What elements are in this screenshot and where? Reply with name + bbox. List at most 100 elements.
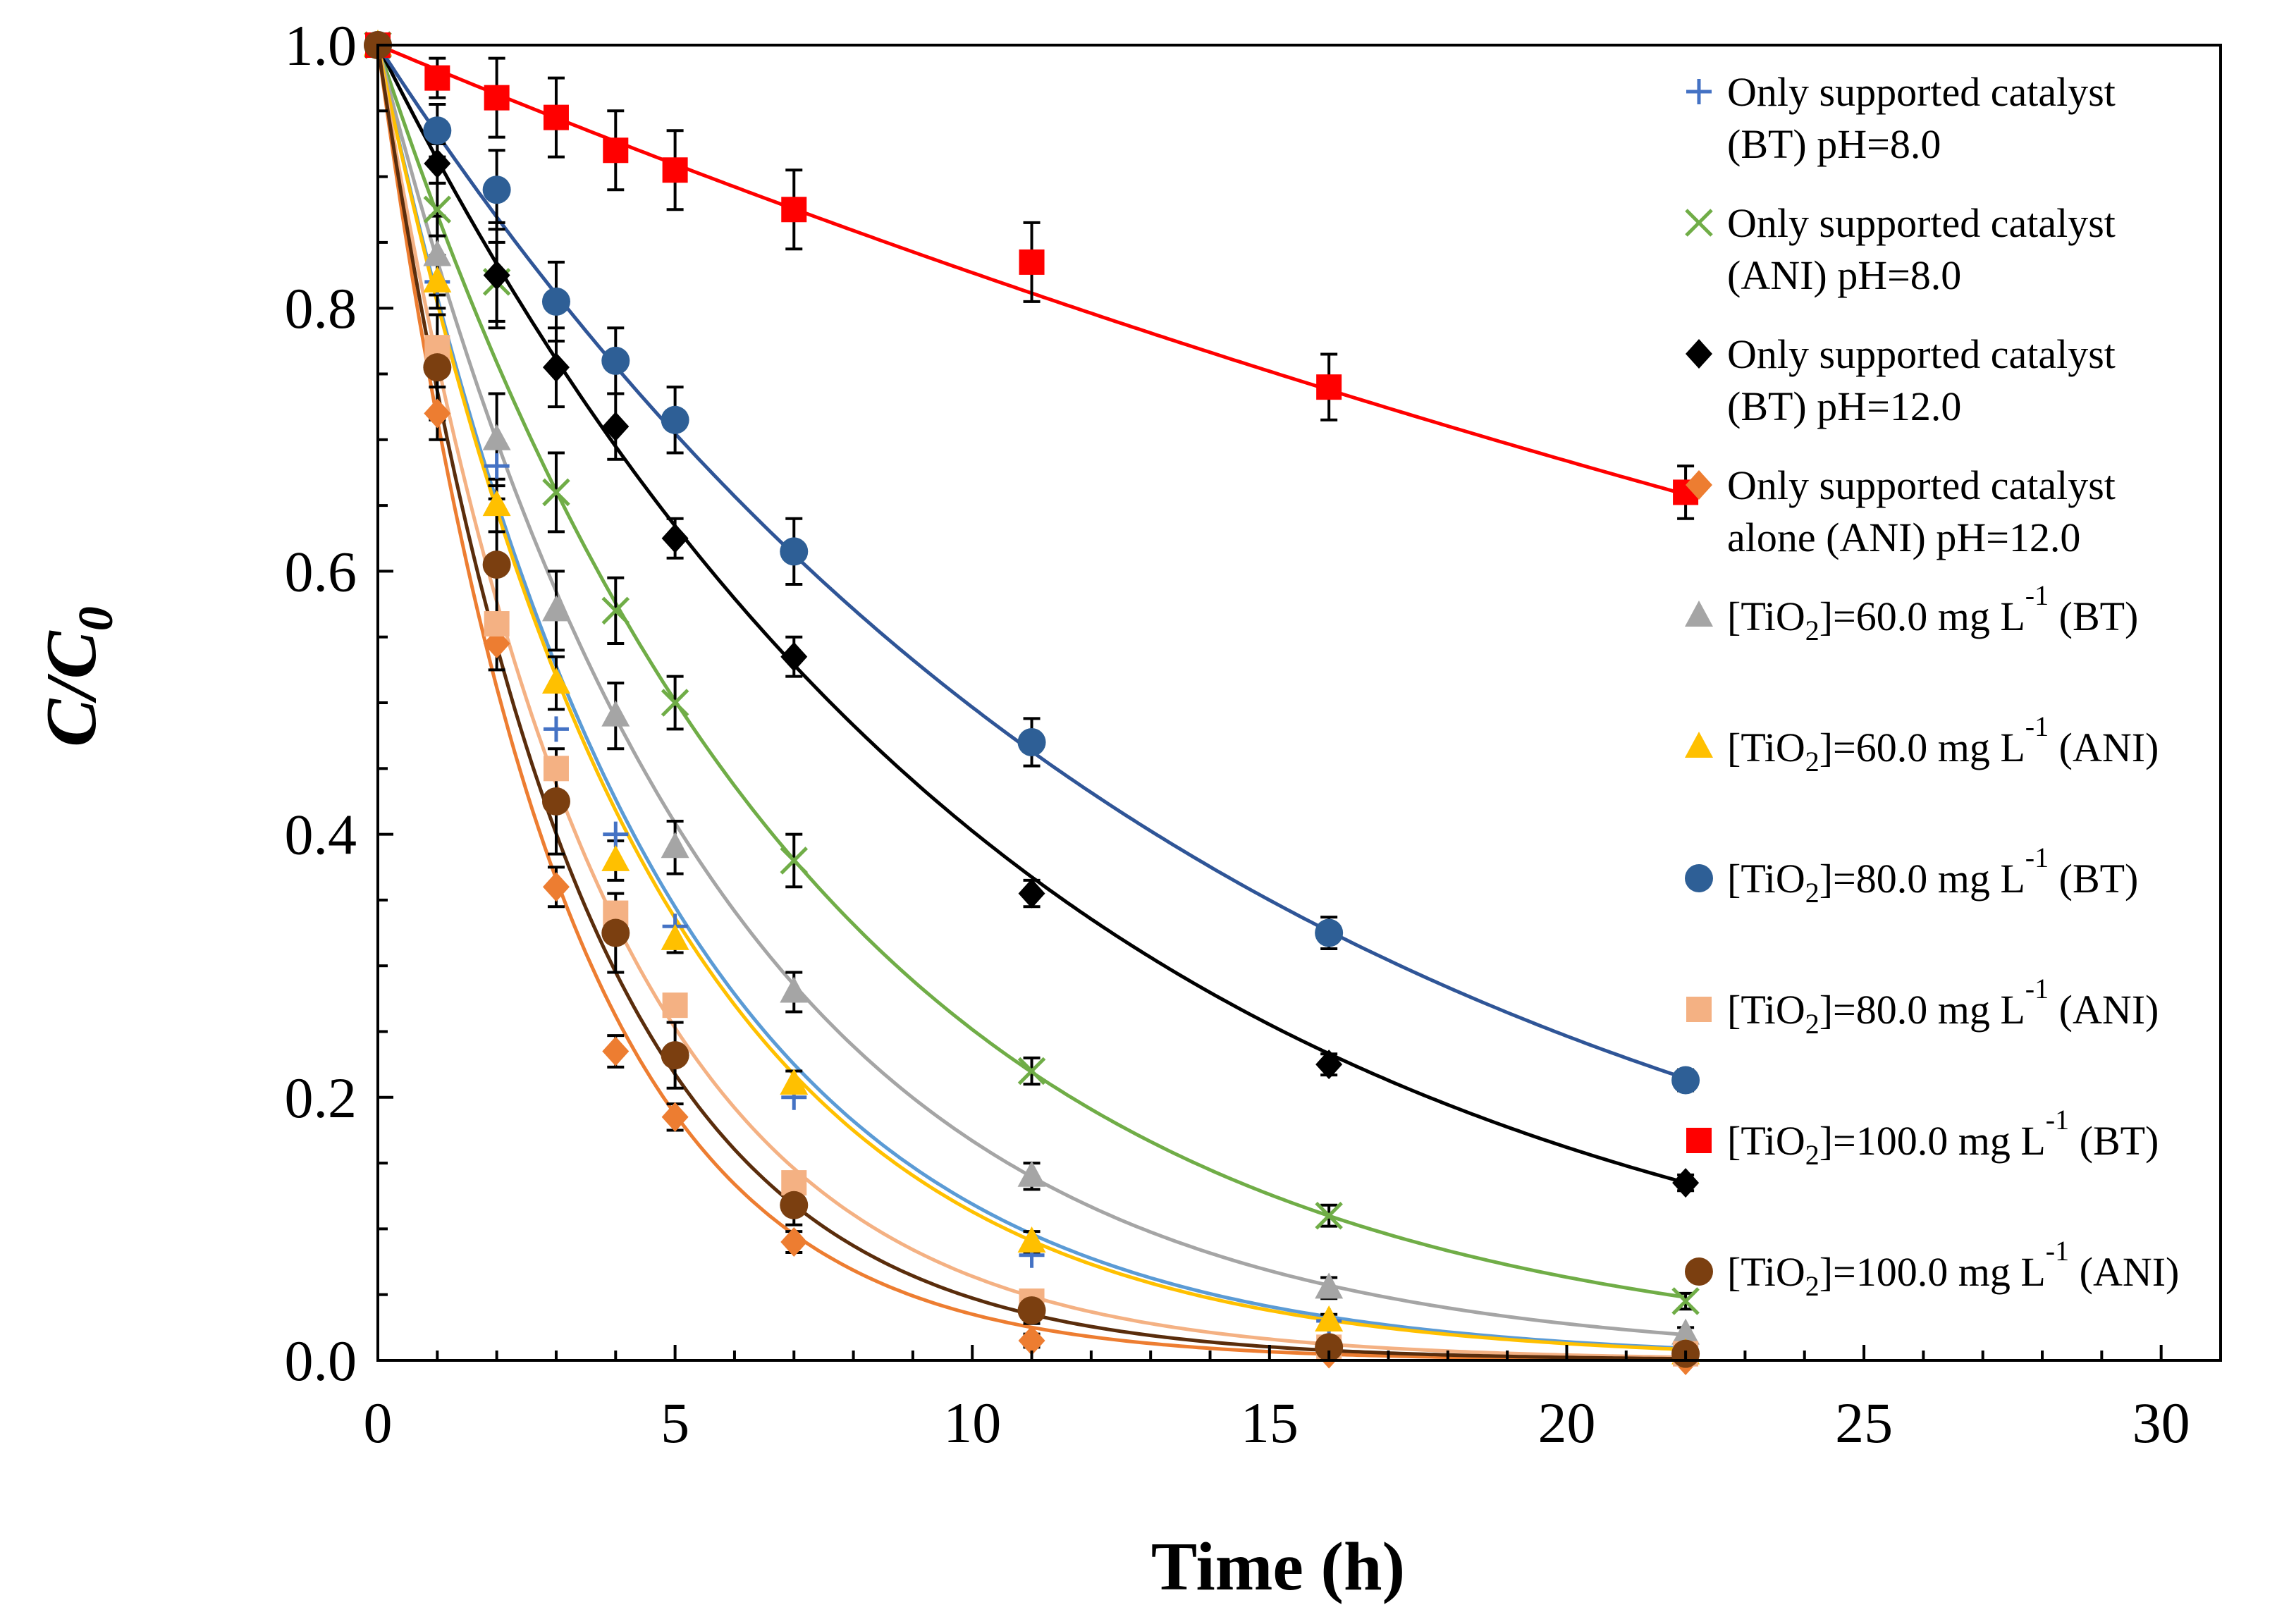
legend-entry: Only supported catalyst alone (ANI) pH=12… — [1686, 462, 2116, 560]
data-point — [424, 148, 451, 178]
data-point — [780, 537, 809, 566]
data-point — [424, 398, 451, 429]
legend-label: Only supported catalyst — [1727, 331, 2116, 377]
data-point — [484, 453, 510, 479]
legend-label-part: [TiO — [1727, 593, 1805, 639]
data-point — [1315, 1201, 1343, 1230]
data-point — [423, 116, 452, 145]
data-point — [423, 266, 452, 293]
data-point — [482, 550, 511, 579]
y-tick-label: 1.0 — [285, 13, 357, 78]
legend-marker-diamond — [1686, 339, 1712, 369]
legend-label-part: (ANI) — [2049, 725, 2159, 770]
y-axis-title: C/C0 — [32, 606, 123, 746]
legend-marker-square — [1686, 997, 1712, 1022]
legend-entry: Only supported catalyst (ANI) pH=8.0 — [1685, 200, 2116, 298]
legend-marker-x — [1685, 209, 1713, 237]
legend-label-part: ]=60.0 mg L — [1819, 593, 2025, 639]
y-tick-label: 0.4 — [285, 803, 357, 867]
legend-label-part: -1 — [2046, 1104, 2069, 1136]
data-point — [1018, 1326, 1045, 1356]
legend-entry: Only supported catalyst (BT) pH=12.0 — [1686, 331, 2116, 429]
legend-label-part: -1 — [2025, 579, 2049, 611]
data-point — [1672, 1168, 1700, 1198]
data-point — [1315, 1050, 1343, 1080]
data-point — [661, 832, 689, 859]
legend-label-part: ]=60.0 mg L — [1819, 725, 2025, 770]
data-point — [780, 847, 809, 875]
legend-label-part: ]=100.0 mg L — [1819, 1118, 2046, 1164]
data-point — [780, 641, 808, 672]
x-tick-label: 10 — [943, 1391, 1001, 1455]
legend-label: (BT) pH=8.0 — [1727, 121, 1941, 167]
legend-label: [TiO2]=100.0 mg L-1 (ANI) — [1727, 1235, 2179, 1302]
data-point — [661, 1041, 689, 1070]
data-point — [662, 992, 688, 1019]
data-point — [603, 821, 629, 847]
legend-label-part: 2 — [1805, 746, 1819, 777]
y-axis-title-sub: 0 — [69, 606, 123, 631]
data-point — [1671, 1318, 1700, 1345]
x-tick-label: 20 — [1538, 1391, 1595, 1455]
data-point — [541, 668, 570, 694]
data-point — [1017, 1296, 1046, 1325]
x-tick-label: 25 — [1835, 1391, 1893, 1455]
data-point — [482, 490, 511, 517]
data-markers — [364, 30, 1700, 1375]
legend-label-part: (ANI) — [2049, 987, 2159, 1033]
data-point — [542, 872, 570, 902]
legend-label: Only supported catalyst — [1727, 462, 2116, 508]
data-point — [661, 689, 689, 717]
legend-label-part: [TiO — [1727, 1249, 1805, 1295]
data-point — [542, 478, 570, 507]
y-tick-label: 0.0 — [285, 1329, 357, 1393]
legend-label-part: (BT) — [2049, 593, 2138, 639]
legend-label-part: ]=80.0 mg L — [1819, 987, 2025, 1033]
data-point — [601, 844, 630, 871]
data-point — [662, 157, 688, 183]
data-point — [1315, 1333, 1344, 1362]
legend-label: Only supported catalyst — [1727, 200, 2116, 246]
legend-entry: [TiO2]=100.0 mg L-1 (BT) — [1686, 1104, 2159, 1171]
x-axis-title: Time (h) — [1151, 1529, 1405, 1605]
data-point — [780, 1191, 809, 1219]
legend-label-part: ]=80.0 mg L — [1819, 856, 2025, 902]
legend-label-part: -1 — [2025, 973, 2049, 1004]
y-axis-title-text: C/C0 — [32, 606, 123, 746]
data-point — [661, 1102, 689, 1132]
legend-entry: [TiO2]=80.0 mg L-1 (BT) — [1685, 842, 2138, 909]
data-point — [1017, 1160, 1046, 1187]
legend-entry: Only supported catalyst (BT) pH=8.0 — [1686, 69, 2116, 167]
legend-marker-diamond — [1686, 470, 1712, 500]
legend-marker-circle — [1685, 1257, 1713, 1286]
legend-label-part: [TiO — [1727, 987, 1805, 1033]
legend-label-part: (ANI) — [2069, 1249, 2179, 1295]
data-point — [1315, 918, 1344, 947]
legend-label-part: [TiO — [1727, 856, 1805, 902]
data-point — [1671, 1287, 1700, 1315]
data-point — [484, 85, 510, 111]
legend-label-part: -1 — [2046, 1235, 2069, 1267]
legend-marker-square — [1686, 1128, 1712, 1153]
legend-label-part: (BT) — [2049, 856, 2138, 902]
data-point — [482, 424, 511, 450]
y-tick-label: 0.6 — [285, 539, 357, 603]
legend-label-part: 2 — [1805, 1008, 1819, 1040]
legend-label-part: 2 — [1805, 615, 1819, 646]
data-point — [484, 611, 510, 637]
data-point — [780, 1069, 809, 1095]
legend-label-part: 2 — [1805, 877, 1819, 909]
legend-label-part: 2 — [1805, 1270, 1819, 1302]
y-axis-title-main: C/C — [32, 630, 111, 746]
data-point — [601, 596, 630, 625]
legend-label-part: 2 — [1805, 1139, 1819, 1171]
x-tick-label: 15 — [1241, 1391, 1299, 1455]
legend-label: [TiO2]=80.0 mg L-1 (BT) — [1727, 842, 2138, 909]
legend-label: Only supported catalyst — [1727, 69, 2116, 115]
legend-label: [TiO2]=60.0 mg L-1 (ANI) — [1727, 710, 2159, 777]
y-tick-label: 0.2 — [285, 1066, 357, 1130]
data-point — [780, 976, 809, 1003]
legend-label: (BT) pH=12.0 — [1727, 383, 1961, 429]
y-tick-label: 0.8 — [285, 276, 357, 340]
